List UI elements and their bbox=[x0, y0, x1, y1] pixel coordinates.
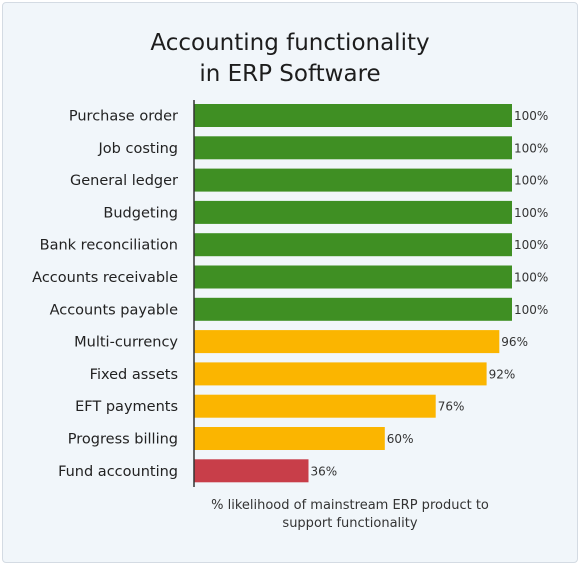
bar bbox=[194, 168, 512, 192]
value-label: 100% bbox=[514, 303, 548, 317]
bar bbox=[194, 459, 309, 483]
chart-title-line2: in ERP Software bbox=[199, 61, 381, 87]
category-label: Accounts receivable bbox=[32, 270, 178, 286]
value-label: 96% bbox=[501, 335, 528, 349]
category-label: Purchase order bbox=[69, 109, 178, 125]
category-label: Budgeting bbox=[103, 205, 178, 221]
category-label: Bank reconciliation bbox=[40, 238, 178, 254]
bar bbox=[194, 330, 500, 354]
category-label: EFT payments bbox=[75, 399, 178, 415]
value-label: 76% bbox=[438, 400, 465, 414]
value-label: 36% bbox=[311, 464, 338, 478]
category-label: Fund accounting bbox=[58, 464, 178, 480]
bar bbox=[194, 233, 512, 257]
x-axis-label-line1: % likelihood of mainstream ERP product t… bbox=[211, 498, 489, 513]
category-label: Progress billing bbox=[68, 432, 178, 448]
bar bbox=[194, 394, 436, 418]
value-label: 100% bbox=[514, 271, 548, 285]
value-label: 100% bbox=[514, 109, 548, 123]
category-label: Fixed assets bbox=[90, 367, 178, 383]
bar bbox=[194, 297, 512, 321]
value-label: 100% bbox=[514, 206, 548, 220]
category-label: Accounts payable bbox=[50, 302, 178, 318]
bar bbox=[194, 427, 385, 450]
category-label: Multi-currency bbox=[74, 335, 178, 351]
category-label: General ledger bbox=[70, 173, 178, 189]
bar bbox=[194, 104, 512, 127]
value-label: 100% bbox=[514, 174, 548, 188]
value-label: 92% bbox=[489, 367, 516, 381]
bar bbox=[194, 136, 512, 160]
bar bbox=[194, 200, 512, 224]
value-label: 60% bbox=[387, 432, 414, 446]
chart-title-line1: Accounting functionality bbox=[150, 30, 430, 56]
x-axis-label-line2: support functionality bbox=[282, 516, 418, 531]
bar bbox=[194, 362, 487, 386]
value-label: 100% bbox=[514, 238, 548, 252]
category-label: Job costing bbox=[98, 141, 178, 157]
value-label: 100% bbox=[514, 141, 548, 155]
bar bbox=[194, 265, 512, 289]
